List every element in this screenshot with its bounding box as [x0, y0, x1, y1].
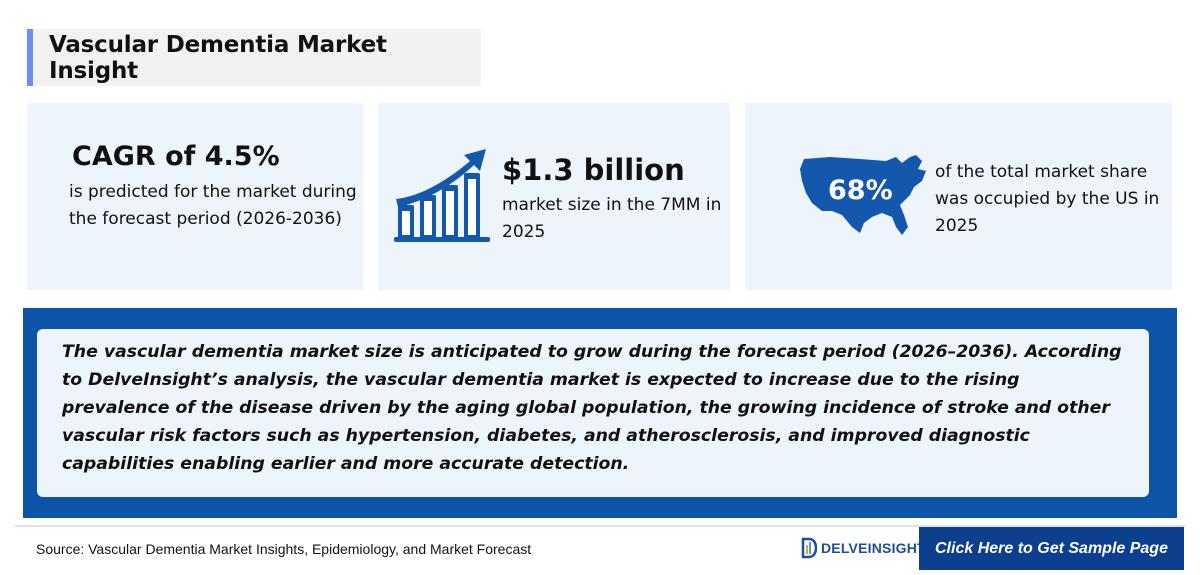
us-map-icon: 68% — [800, 153, 930, 239]
us-share-card: 68% of the total market share was occupi… — [745, 103, 1172, 290]
summary-box: The vascular dementia market size is ant… — [37, 329, 1149, 497]
cagr-headline: CAGR of 4.5% — [72, 141, 280, 172]
delveinsight-logo[interactable]: DELVEINSIGHT — [801, 537, 926, 559]
market-size-description: market size in the 7MM in 2025 — [502, 195, 722, 242]
get-sample-page-button[interactable]: Click Here to Get Sample Page — [919, 527, 1184, 570]
source-text: Source: Vascular Dementia Market Insight… — [36, 541, 532, 557]
us-share-value: 68% — [828, 175, 893, 206]
cta-label: Click Here to Get Sample Page — [935, 539, 1168, 557]
footer-divider — [15, 525, 1185, 527]
bar-chart-arrow-icon — [394, 149, 490, 242]
summary-panel: The vascular dementia market size is ant… — [23, 308, 1177, 518]
page-title-box: Vascular Dementia Market Insight — [27, 29, 481, 86]
page-title: Vascular Dementia Market Insight — [49, 31, 387, 84]
logo-text: DELVEINSIGHT — [821, 540, 926, 556]
us-share-description: of the total market share was occupied b… — [935, 162, 1160, 236]
delveinsight-logo-icon — [801, 537, 817, 559]
cagr-description: is predicted for the market during the f… — [69, 182, 357, 229]
market-size-card: $1.3 billion market size in the 7MM in 2… — [378, 103, 730, 290]
summary-text: The vascular dementia market size is ant… — [62, 342, 1122, 474]
market-size-headline: $1.3 billion — [502, 153, 685, 187]
cagr-card: CAGR of 4.5% is predicted for the market… — [27, 103, 363, 290]
